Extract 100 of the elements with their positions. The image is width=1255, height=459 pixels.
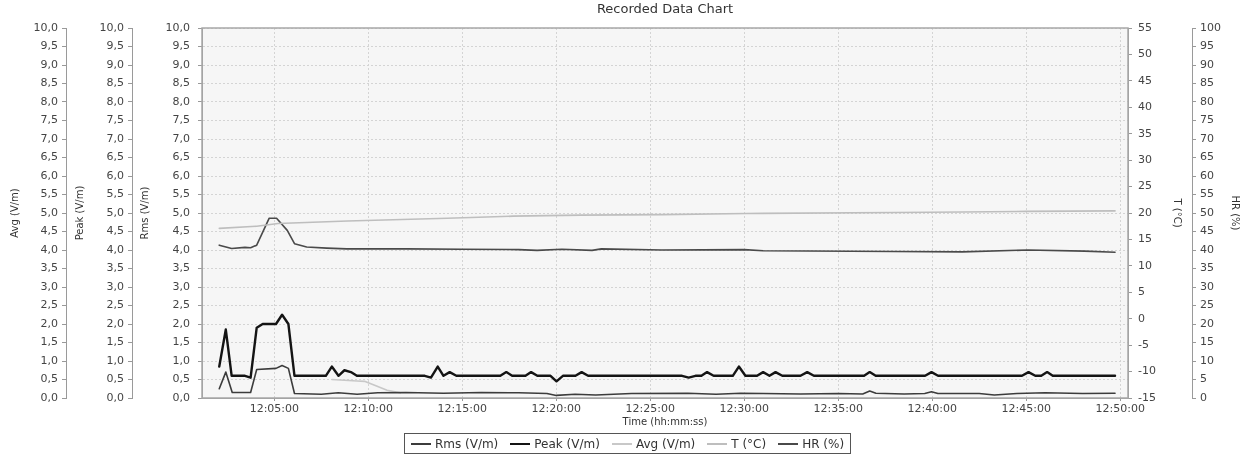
- y-tick-label: 7,5: [172, 113, 190, 127]
- text: 1,0: [40, 353, 58, 367]
- y3-tick-label: 45: [1200, 224, 1214, 238]
- text: 8,5: [40, 76, 58, 90]
- y2-tick-label: 25: [1138, 179, 1152, 193]
- text: 7,5: [40, 113, 58, 127]
- x-tick-label: 12:05:00: [249, 402, 300, 416]
- y-axis-title: Rms (V/m): [138, 186, 150, 240]
- text: 5,5: [106, 187, 124, 201]
- y-tick-label: 4,0: [172, 242, 190, 256]
- y2-tick-label: 30: [1138, 153, 1152, 166]
- text: 9,5: [40, 39, 58, 53]
- y3-tick-label: 80: [1200, 94, 1214, 108]
- text: 10,0: [33, 20, 58, 34]
- text: 9,0: [40, 57, 58, 71]
- text: Avg (V/m): [8, 188, 20, 238]
- text: 5,5: [40, 187, 58, 201]
- y3-tick-label: 5: [1200, 372, 1207, 386]
- legend-label: Rms (V/m): [434, 436, 499, 451]
- text: 2,5: [106, 298, 124, 312]
- y3-tick-label: 0: [1200, 390, 1207, 404]
- text: 0,0: [40, 390, 58, 404]
- text: 7,5: [106, 113, 124, 127]
- y3-axis-title: HR (%): [1230, 195, 1242, 231]
- x-tick-label: 12:35:00: [813, 402, 863, 416]
- legend-label: HR (%): [802, 436, 845, 451]
- y2-tick-label: 20: [1138, 205, 1152, 219]
- y3-tick-label: 70: [1200, 131, 1214, 145]
- y3-tick-label: 85: [1200, 76, 1214, 90]
- y2-tick-label: 10: [1138, 258, 1152, 272]
- y-tick-label: 4,5: [172, 224, 190, 238]
- chart-title: Recorded Data Chart: [596, 1, 734, 17]
- y2-tick-label: -5: [1138, 338, 1149, 351]
- y3-tick-label: 65: [1200, 150, 1214, 164]
- y-tick-label: 8,0: [172, 94, 190, 108]
- text: 6,0: [106, 168, 124, 182]
- y-tick-label: 0,5: [172, 372, 190, 386]
- y2-tick-label: 0: [1138, 311, 1145, 325]
- legend-label: Peak (V/m): [534, 436, 600, 451]
- text: 9,5: [106, 39, 124, 53]
- text: 5,0: [106, 205, 124, 219]
- text: 7,0: [40, 131, 58, 145]
- y2-tick-label: 40: [1138, 100, 1152, 114]
- y2-tick-label: 5: [1138, 285, 1145, 299]
- y2-tick-label: 55: [1138, 20, 1152, 34]
- text: 1,0: [106, 353, 124, 367]
- y-tick-label: 6,5: [172, 150, 190, 164]
- text: 4,5: [106, 224, 124, 238]
- x-tick-label: 12:25:00: [625, 402, 675, 416]
- text: 1,5: [106, 335, 124, 349]
- y3-tick-label: 10: [1200, 353, 1214, 367]
- text: 3,0: [106, 279, 124, 293]
- text: 4,5: [40, 224, 58, 238]
- text: 0,5: [40, 372, 58, 386]
- text: 0,5: [106, 372, 124, 386]
- text: 2,0: [106, 316, 124, 330]
- y3-tick-label: 40: [1200, 242, 1214, 256]
- y2-tick-label: -15: [1138, 390, 1156, 404]
- y3-tick-label: 25: [1200, 298, 1214, 312]
- y2-tick-label: 35: [1138, 126, 1152, 140]
- text: Peak (V/m): [73, 185, 85, 241]
- y-tick-label: 7,0: [172, 131, 190, 145]
- y3-tick-label: 55: [1200, 187, 1214, 201]
- text: 2,5: [40, 298, 58, 312]
- y-tick-label: 3,0: [172, 279, 190, 293]
- y2-tick-label: 50: [1138, 47, 1152, 61]
- text: 0,0: [106, 390, 124, 404]
- y2-tick-label: 45: [1138, 73, 1152, 87]
- text: 3,0: [40, 279, 58, 293]
- x-tick-label: 12:15:00: [437, 402, 488, 416]
- text: 2,0: [40, 316, 58, 330]
- text: 4,0: [40, 242, 58, 256]
- y-tick-label: 5,0: [172, 205, 190, 219]
- y-tick-label: 2,0: [172, 316, 190, 330]
- x-tick-label: 12:45:00: [1001, 402, 1051, 416]
- text: 1,5: [40, 335, 58, 349]
- text: 8,0: [106, 94, 124, 108]
- y3-tick-label: 20: [1200, 316, 1214, 330]
- y-tick-label: 2,5: [172, 298, 190, 312]
- legend-label: T (°C): [731, 436, 767, 451]
- y-tick-label: 6,0: [172, 168, 190, 182]
- text: 5,0: [40, 205, 58, 219]
- y2-tick-label: 15: [1138, 232, 1152, 246]
- y-tick-label: 3,5: [172, 261, 190, 275]
- x-tick-label: 12:20:00: [531, 402, 582, 416]
- y-tick-label: 9,0: [172, 57, 190, 71]
- y-tick-label: 10,0: [165, 20, 190, 34]
- text: 3,5: [106, 261, 124, 275]
- y2-tick-label: -10: [1138, 364, 1156, 378]
- text: 4,0: [106, 242, 124, 256]
- y-tick-label: 1,0: [172, 353, 190, 367]
- text: 10,0: [99, 20, 124, 34]
- y3-tick-label: 90: [1200, 57, 1214, 71]
- x-tick-label: 12:30:00: [719, 402, 769, 416]
- y3-tick-label: 35: [1200, 261, 1214, 275]
- y3-tick-label: 100: [1200, 20, 1221, 34]
- x-tick-label: 12:50:00: [1095, 402, 1145, 416]
- y3-tick-label: 60: [1200, 168, 1214, 182]
- text: 7,0: [106, 131, 124, 145]
- text: 6,0: [40, 168, 58, 182]
